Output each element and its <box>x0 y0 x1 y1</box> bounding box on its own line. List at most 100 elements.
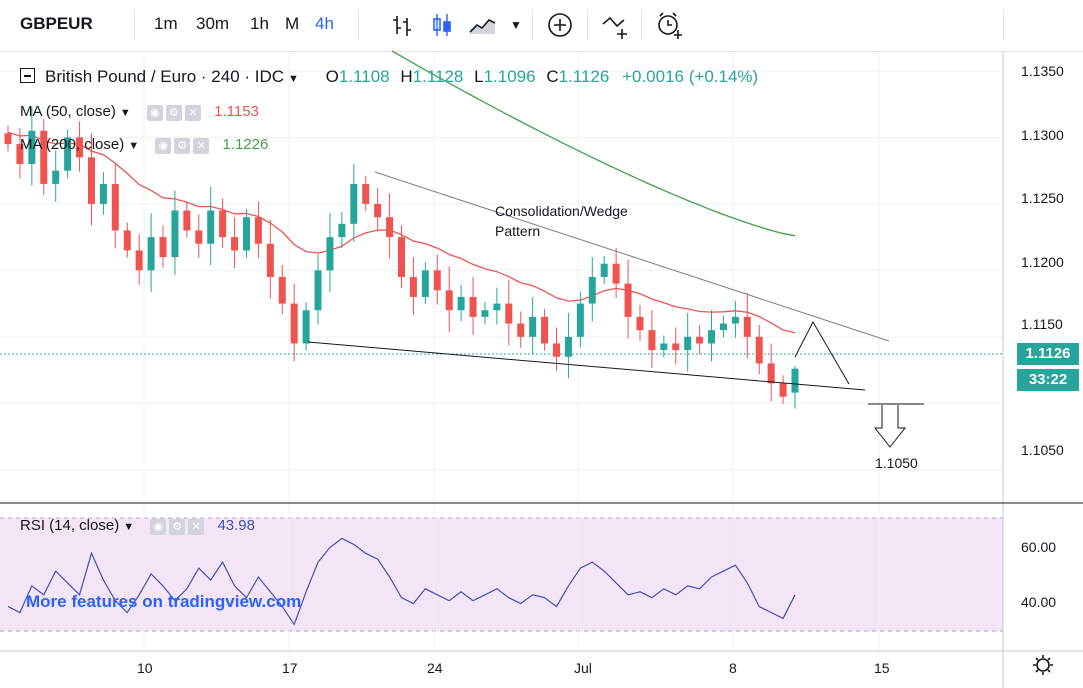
candle-body <box>564 336 572 357</box>
candle-body <box>254 217 262 244</box>
timeframe-4h[interactable]: 4h <box>315 14 334 33</box>
ma50-legend[interactable]: MA (50, close) ▼ ◉ ⚙ ✕ 1.1153 <box>20 103 259 122</box>
pattern-label-line1[interactable]: Consolidation/Wedge <box>495 203 628 219</box>
rsi-label: RSI (14, close) <box>20 517 120 534</box>
area-chart-icon[interactable] <box>467 10 497 40</box>
compare-icon[interactable] <box>600 10 630 40</box>
close-icon[interactable]: ✕ <box>184 105 201 122</box>
wedge-lower-trendline[interactable] <box>307 341 866 391</box>
candle-body <box>219 210 227 238</box>
minus-square-icon[interactable] <box>20 68 35 83</box>
low-value: 1.1096 <box>483 67 536 86</box>
candle-body <box>612 263 620 284</box>
timeframe-1m[interactable]: 1m <box>154 14 178 33</box>
candle-body <box>207 210 215 244</box>
ma50-label: MA (50, close) <box>20 103 116 120</box>
candle-body <box>696 336 704 344</box>
candle-body <box>231 237 239 251</box>
candle-body <box>398 237 405 277</box>
high-label: H <box>400 67 413 86</box>
down-arrow-icon[interactable] <box>873 405 907 448</box>
candle-body <box>386 217 394 238</box>
candle-body <box>350 183 358 224</box>
candle-body <box>52 170 60 184</box>
candle-body <box>624 283 632 317</box>
candle-body <box>553 343 561 357</box>
close-label: C <box>546 67 559 86</box>
chevron-down-icon[interactable]: ▼ <box>123 521 135 533</box>
candle-body <box>600 263 608 277</box>
candle-body <box>648 330 656 351</box>
ma200-legend[interactable]: MA (200, close) ▼ ◉ ⚙ ✕ 1.1226 <box>20 136 268 155</box>
candle-body <box>64 137 72 171</box>
settings-gear-icon[interactable] <box>1033 655 1053 675</box>
pattern-label-line2[interactable]: Pattern <box>495 223 541 239</box>
gear-icon[interactable]: ⚙ <box>174 138 191 155</box>
toolbar-divider <box>587 10 588 40</box>
price-tick: 1.1300 <box>1021 127 1064 143</box>
timeframe-30m[interactable]: 30m <box>196 14 230 33</box>
projection-arrow-path[interactable] <box>794 320 850 385</box>
symbol-button[interactable]: GBPEUR <box>20 14 93 33</box>
bar-chart-icon[interactable] <box>387 10 417 40</box>
gear-icon[interactable]: ⚙ <box>169 519 186 536</box>
candle-body <box>99 183 107 204</box>
countdown-badge: 33:22 <box>1017 369 1079 391</box>
chevron-down-icon[interactable]: ▼ <box>128 140 140 152</box>
close-icon[interactable]: ✕ <box>193 138 210 155</box>
time-tick: 15 <box>874 660 890 676</box>
candle-body <box>457 296 465 311</box>
candle-body <box>529 316 537 337</box>
candle-body <box>4 133 12 145</box>
timeframe-1h[interactable]: 1h <box>250 14 269 33</box>
target-price-label[interactable]: 1.1050 <box>875 455 918 471</box>
series-title[interactable]: British Pound / Euro · 240 · IDC <box>45 67 285 86</box>
candle-body <box>731 316 739 324</box>
tradingview-watermark[interactable]: More features on tradingview.com <box>26 592 302 611</box>
eye-icon[interactable]: ◉ <box>146 105 163 122</box>
chevron-down-icon[interactable]: ▼ <box>510 18 522 32</box>
ma50-value: 1.1153 <box>214 103 259 120</box>
rsi-legend[interactable]: RSI (14, close) ▼ ◉ ⚙ ✕ 43.98 <box>20 517 255 536</box>
candle-body <box>362 183 370 204</box>
price-tick: 1.1200 <box>1021 254 1064 270</box>
close-value: 1.1126 <box>558 67 610 86</box>
candle-body <box>767 363 775 384</box>
candle-body <box>111 183 119 231</box>
eye-icon[interactable]: ◉ <box>155 138 172 155</box>
candle-body <box>171 210 179 258</box>
timeframe-M[interactable]: M <box>285 14 300 33</box>
wedge-upper-trendline[interactable] <box>374 171 890 342</box>
rsi-value: 43.98 <box>217 517 255 534</box>
gear-icon[interactable]: ⚙ <box>165 105 182 122</box>
close-icon[interactable]: ✕ <box>188 519 205 536</box>
alert-clock-icon[interactable] <box>654 10 684 40</box>
low-label: L <box>474 67 484 86</box>
candle-body <box>719 323 727 331</box>
candle-body <box>40 130 48 184</box>
chevron-down-icon[interactable]: ▼ <box>288 73 299 85</box>
rsi-band <box>0 518 1003 631</box>
candle-body <box>755 336 763 364</box>
rsi-line <box>7 537 796 626</box>
toolbar-divider <box>532 10 533 40</box>
candle-body <box>660 343 668 351</box>
toolbar-divider <box>1003 10 1004 40</box>
candle-body <box>28 130 36 164</box>
chevron-down-icon[interactable]: ▼ <box>119 107 131 119</box>
candle-body <box>16 144 24 164</box>
candle-body <box>445 290 453 311</box>
candle-body <box>290 303 298 344</box>
candles-icon[interactable] <box>427 10 457 40</box>
time-tick: 24 <box>427 660 443 676</box>
top-toolbar: GBPEUR 1m 30m 1h M 4h ▼ <box>0 0 1083 52</box>
change-value: +0.0016 (+0.14%) <box>622 67 759 86</box>
eye-icon[interactable]: ◉ <box>150 519 167 536</box>
candle-body <box>87 157 95 204</box>
candle-body <box>541 316 549 344</box>
candle-body <box>421 270 429 297</box>
ma200-label: MA (200, close) <box>20 136 125 153</box>
add-indicator-icon[interactable] <box>545 10 575 40</box>
toolbar-divider <box>641 10 642 40</box>
